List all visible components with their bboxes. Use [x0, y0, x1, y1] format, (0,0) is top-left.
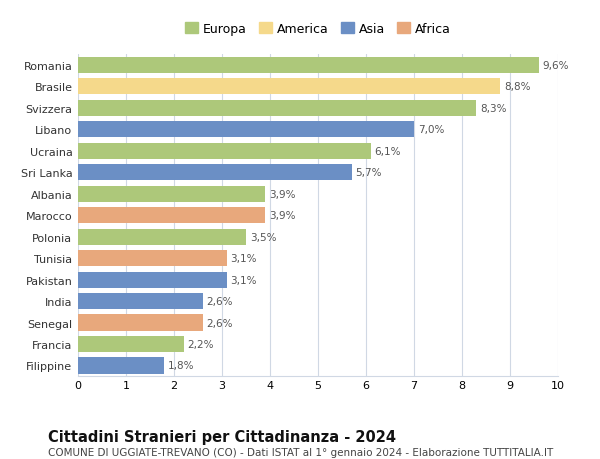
Text: 8,8%: 8,8%: [504, 82, 531, 92]
Bar: [78, 293, 203, 309]
Text: Cittadini Stranieri per Cittadinanza - 2024: Cittadini Stranieri per Cittadinanza - 2…: [48, 429, 396, 444]
Bar: [78, 272, 227, 288]
Bar: [78, 58, 539, 74]
Bar: [78, 79, 500, 95]
Text: 3,9%: 3,9%: [269, 211, 296, 221]
Bar: [78, 186, 265, 202]
Text: 3,9%: 3,9%: [269, 189, 296, 199]
Bar: [78, 122, 414, 138]
Bar: [78, 207, 265, 224]
Text: 3,1%: 3,1%: [230, 275, 257, 285]
Text: 2,6%: 2,6%: [206, 297, 233, 307]
Bar: [78, 336, 184, 352]
Bar: [78, 143, 371, 159]
Bar: [78, 101, 476, 117]
Bar: [78, 165, 352, 181]
Text: 9,6%: 9,6%: [542, 61, 569, 71]
Text: 2,6%: 2,6%: [206, 318, 233, 328]
Text: 5,7%: 5,7%: [355, 168, 382, 178]
Bar: [78, 315, 203, 331]
Bar: [78, 251, 227, 267]
Text: 3,5%: 3,5%: [250, 232, 277, 242]
Text: 2,2%: 2,2%: [187, 339, 214, 349]
Text: 6,1%: 6,1%: [374, 146, 401, 157]
Text: COMUNE DI UGGIATE-TREVANO (CO) - Dati ISTAT al 1° gennaio 2024 - Elaborazione TU: COMUNE DI UGGIATE-TREVANO (CO) - Dati IS…: [48, 448, 553, 458]
Legend: Europa, America, Asia, Africa: Europa, America, Asia, Africa: [185, 23, 451, 36]
Bar: [78, 358, 164, 374]
Text: 8,3%: 8,3%: [480, 104, 507, 114]
Text: 1,8%: 1,8%: [168, 361, 195, 371]
Bar: [78, 229, 246, 245]
Text: 7,0%: 7,0%: [418, 125, 444, 135]
Text: 3,1%: 3,1%: [230, 253, 257, 263]
